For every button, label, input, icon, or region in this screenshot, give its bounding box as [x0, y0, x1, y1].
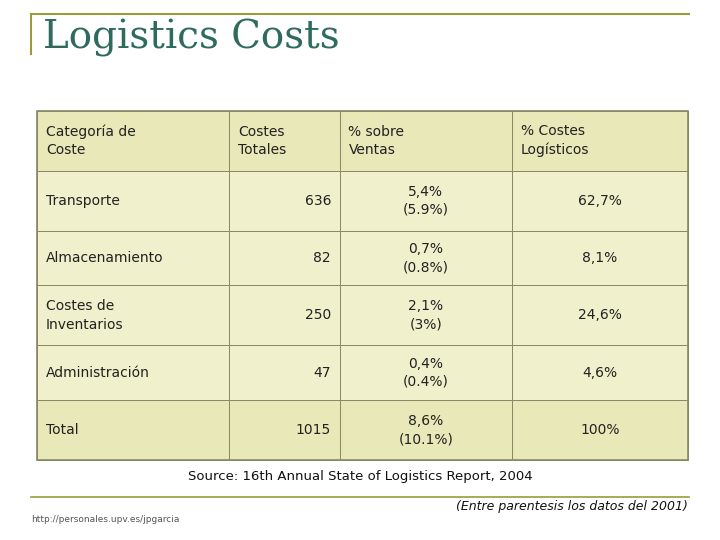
Text: 1015: 1015 — [296, 423, 331, 437]
Text: 0,7%
(0.8%): 0,7% (0.8%) — [403, 242, 449, 274]
Text: Almacenamiento: Almacenamiento — [46, 251, 163, 265]
Text: Categoría de
Coste: Categoría de Coste — [46, 124, 136, 157]
Text: 4,6%: 4,6% — [582, 366, 617, 380]
Bar — [340, 346, 512, 400]
Text: 636: 636 — [305, 194, 331, 208]
Bar — [229, 111, 340, 171]
Text: Transporte: Transporte — [46, 194, 120, 208]
Bar — [37, 111, 229, 171]
Bar — [229, 400, 340, 460]
Text: Source: 16th Annual State of Logistics Report, 2004: Source: 16th Annual State of Logistics R… — [188, 470, 532, 483]
Bar — [229, 346, 340, 400]
Bar — [229, 171, 340, 231]
Bar — [340, 285, 512, 346]
Text: 8,1%: 8,1% — [582, 251, 618, 265]
Text: 62,7%: 62,7% — [578, 194, 622, 208]
Text: Administración: Administración — [46, 366, 150, 380]
Text: 250: 250 — [305, 308, 331, 322]
Bar — [512, 285, 688, 346]
Bar — [37, 231, 229, 285]
Text: (Entre parentesis los datos del 2001): (Entre parentesis los datos del 2001) — [456, 500, 688, 513]
Bar — [512, 231, 688, 285]
Text: 47: 47 — [314, 366, 331, 380]
Bar — [512, 346, 688, 400]
Text: 5,4%
(5.9%): 5,4% (5.9%) — [403, 185, 449, 217]
Bar — [340, 231, 512, 285]
Bar — [37, 111, 688, 460]
Text: Costes de
Inventarios: Costes de Inventarios — [46, 299, 124, 332]
Text: Total: Total — [46, 423, 78, 437]
Bar — [37, 285, 229, 346]
Bar — [340, 400, 512, 460]
Text: 2,1%
(3%): 2,1% (3%) — [408, 299, 444, 332]
Text: 8,6%
(10.1%): 8,6% (10.1%) — [398, 414, 454, 446]
Bar — [340, 111, 512, 171]
Bar — [37, 400, 229, 460]
Text: % sobre
Ventas: % sobre Ventas — [348, 125, 405, 157]
Text: 100%: 100% — [580, 423, 620, 437]
Bar — [512, 111, 688, 171]
Bar — [340, 171, 512, 231]
Bar — [37, 346, 229, 400]
Bar — [229, 285, 340, 346]
Bar — [229, 231, 340, 285]
Text: 24,6%: 24,6% — [578, 308, 622, 322]
Text: 82: 82 — [313, 251, 331, 265]
Bar — [512, 400, 688, 460]
Text: Costes
Totales: Costes Totales — [238, 125, 286, 157]
Text: http://personales.upv.es/jpgarcia: http://personales.upv.es/jpgarcia — [31, 515, 179, 524]
Text: % Costes
Logísticos: % Costes Logísticos — [521, 124, 589, 157]
Bar — [512, 171, 688, 231]
Text: Logistics Costs: Logistics Costs — [43, 19, 340, 57]
Bar — [37, 171, 229, 231]
Text: 0,4%
(0.4%): 0,4% (0.4%) — [403, 356, 449, 389]
